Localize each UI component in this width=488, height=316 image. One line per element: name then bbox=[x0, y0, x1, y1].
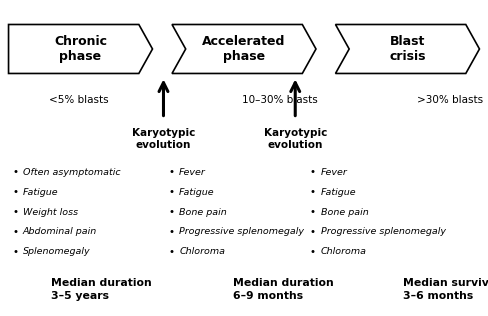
Text: 10–30% blasts: 10–30% blasts bbox=[242, 94, 317, 105]
Text: Bone pain: Bone pain bbox=[321, 208, 368, 216]
Text: •: • bbox=[168, 247, 174, 257]
Text: Abdominal pain: Abdominal pain bbox=[23, 228, 97, 236]
Text: Fatigue: Fatigue bbox=[179, 188, 215, 197]
Text: •: • bbox=[12, 187, 18, 197]
Text: •: • bbox=[12, 227, 18, 237]
Text: Median duration
6–9 months: Median duration 6–9 months bbox=[233, 277, 334, 301]
Text: •: • bbox=[168, 167, 174, 177]
Text: Median survival
3–6 months: Median survival 3–6 months bbox=[403, 277, 488, 301]
Text: Progressive splenomegaly: Progressive splenomegaly bbox=[179, 228, 304, 236]
Text: Fatigue: Fatigue bbox=[321, 188, 356, 197]
Text: Fever: Fever bbox=[179, 168, 206, 177]
Text: Accelerated
phase: Accelerated phase bbox=[203, 35, 285, 63]
Polygon shape bbox=[172, 25, 316, 74]
Text: Fever: Fever bbox=[321, 168, 347, 177]
Text: Fatigue: Fatigue bbox=[23, 188, 59, 197]
Text: •: • bbox=[168, 187, 174, 197]
Text: Chloroma: Chloroma bbox=[179, 247, 225, 256]
Text: Blast
crisis: Blast crisis bbox=[389, 35, 426, 63]
Text: •: • bbox=[168, 227, 174, 237]
Text: •: • bbox=[12, 247, 18, 257]
Text: •: • bbox=[310, 207, 316, 217]
Text: •: • bbox=[12, 207, 18, 217]
Text: <5% blasts: <5% blasts bbox=[49, 94, 108, 105]
Text: Karyotypic
evolution: Karyotypic evolution bbox=[264, 128, 327, 150]
Text: •: • bbox=[310, 167, 316, 177]
Text: Bone pain: Bone pain bbox=[179, 208, 227, 216]
Text: Splenomegaly: Splenomegaly bbox=[23, 247, 91, 256]
Text: Chronic
phase: Chronic phase bbox=[54, 35, 107, 63]
Text: •: • bbox=[12, 167, 18, 177]
Text: Often asymptomatic: Often asymptomatic bbox=[23, 168, 121, 177]
Text: Median duration
3–5 years: Median duration 3–5 years bbox=[51, 277, 152, 301]
Polygon shape bbox=[336, 25, 479, 74]
Text: Chloroma: Chloroma bbox=[321, 247, 366, 256]
Text: •: • bbox=[168, 207, 174, 217]
Polygon shape bbox=[9, 25, 152, 74]
Text: Karyotypic
evolution: Karyotypic evolution bbox=[132, 128, 195, 150]
Text: •: • bbox=[310, 227, 316, 237]
Text: Weight loss: Weight loss bbox=[23, 208, 78, 216]
Text: >30% blasts: >30% blasts bbox=[417, 94, 484, 105]
Text: •: • bbox=[310, 187, 316, 197]
Text: •: • bbox=[310, 247, 316, 257]
Text: Progressive splenomegaly: Progressive splenomegaly bbox=[321, 228, 446, 236]
